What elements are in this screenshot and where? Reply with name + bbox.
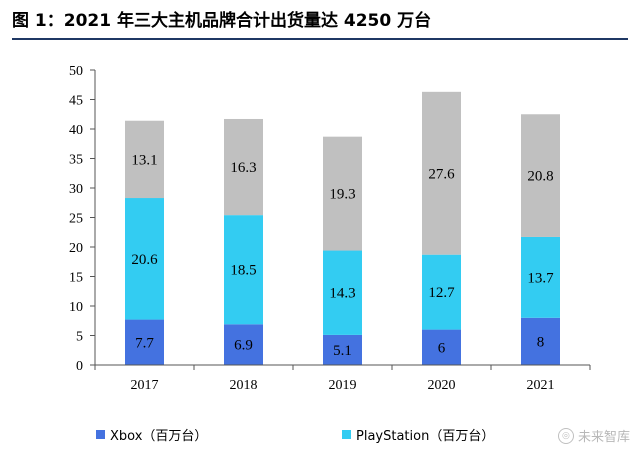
bar-segment-series1-2018 bbox=[224, 215, 263, 325]
data-label-series0-2017: 7.7 bbox=[135, 335, 154, 351]
x-tick-label-2019: 2019 bbox=[329, 378, 357, 393]
legend-label-playstation: PlayStation（百万台） bbox=[356, 429, 495, 444]
bar-segment-series0-2020 bbox=[422, 329, 461, 365]
data-label-series2-2020: 27.6 bbox=[428, 166, 455, 182]
axes-layer: 2017 2018 2019 2020 2021 0 5 10 15 20 25 30 35 40 45 50 bbox=[69, 64, 591, 393]
legend-swatch-playstation bbox=[342, 430, 351, 439]
bar-segment-series1-2020 bbox=[422, 254, 461, 330]
watermark: ◎ 未来智库 bbox=[557, 426, 630, 445]
legend-item-playstation: PlayStation（百万台） bbox=[342, 425, 494, 444]
data-label-series2-2018: 16.3 bbox=[230, 160, 256, 176]
data-label-series1-2019: 14.3 bbox=[329, 286, 355, 302]
y-tick-label-20: 20 bbox=[69, 241, 83, 256]
data-labels-layer: 7.7 20.6 13.1 6.9 18.5 16.3 5.1 14.3 19.3 6 12.7 27… bbox=[131, 152, 554, 359]
data-label-series0-2019: 5.1 bbox=[333, 343, 352, 359]
y-tick-label-45: 45 bbox=[69, 94, 83, 109]
bar-segment-series2-2021 bbox=[521, 114, 560, 237]
y-tick-label-10: 10 bbox=[69, 300, 83, 315]
data-label-series1-2018: 18.5 bbox=[230, 263, 256, 279]
watermark-text: 未来智库 bbox=[577, 430, 630, 445]
bar-segment-series1-2021 bbox=[521, 236, 560, 318]
legend-swatch-xbox bbox=[96, 430, 105, 439]
y-tick-label-5: 5 bbox=[76, 330, 83, 345]
legend-label-xbox: Xbox（百万台） bbox=[110, 429, 208, 444]
bar-segment-series2-2018 bbox=[224, 118, 263, 216]
x-tick-label-2018: 2018 bbox=[230, 378, 258, 393]
legend: Xbox（百万台） PlayStation（百万台） bbox=[0, 425, 640, 449]
data-label-series1-2021: 13.7 bbox=[527, 270, 554, 286]
y-tick-label-0: 0 bbox=[76, 359, 83, 374]
data-label-series0-2018: 6.9 bbox=[234, 338, 253, 354]
circle-logo-icon: ◎ bbox=[557, 427, 574, 444]
y-tick-label-30: 30 bbox=[69, 182, 83, 197]
data-label-series0-2020: 6 bbox=[438, 340, 446, 356]
data-label-series1-2020: 12.7 bbox=[428, 285, 455, 301]
x-tick-label-2021: 2021 bbox=[527, 378, 555, 393]
x-tick-label-2017: 2017 bbox=[131, 378, 159, 393]
figure-title: 图 1：2021 年三大主机品牌合计出货量达 4250 万台 bbox=[12, 10, 628, 40]
y-tick-label-40: 40 bbox=[69, 123, 83, 138]
y-tick-label-15: 15 bbox=[69, 271, 83, 286]
legend-item-xbox: Xbox（百万台） bbox=[96, 425, 207, 444]
bar-segment-series1-2017 bbox=[125, 198, 164, 320]
bar-segment-series2-2017 bbox=[125, 120, 164, 199]
bar-segment-series2-2020 bbox=[422, 91, 461, 255]
bar-segment-series0-2021 bbox=[521, 317, 560, 365]
bar-segment-series0-2017 bbox=[125, 319, 164, 365]
data-label-series2-2017: 13.1 bbox=[131, 152, 157, 168]
bars-layer bbox=[125, 91, 560, 365]
data-label-series0-2021: 8 bbox=[537, 334, 545, 350]
bar-segment-series2-2019 bbox=[323, 136, 362, 251]
bar-segment-series0-2019 bbox=[323, 334, 362, 365]
bar-segment-series0-2018 bbox=[224, 324, 263, 365]
bar-segment-series1-2019 bbox=[323, 250, 362, 335]
x-tick-label-2020: 2020 bbox=[428, 378, 456, 393]
y-tick-label-25: 25 bbox=[69, 212, 83, 227]
y-tick-label-35: 35 bbox=[69, 153, 83, 168]
data-label-series2-2019: 19.3 bbox=[329, 187, 355, 203]
data-label-series1-2017: 20.6 bbox=[131, 252, 158, 268]
y-tick-label-50: 50 bbox=[69, 64, 83, 79]
data-label-series2-2021: 20.8 bbox=[527, 169, 553, 185]
